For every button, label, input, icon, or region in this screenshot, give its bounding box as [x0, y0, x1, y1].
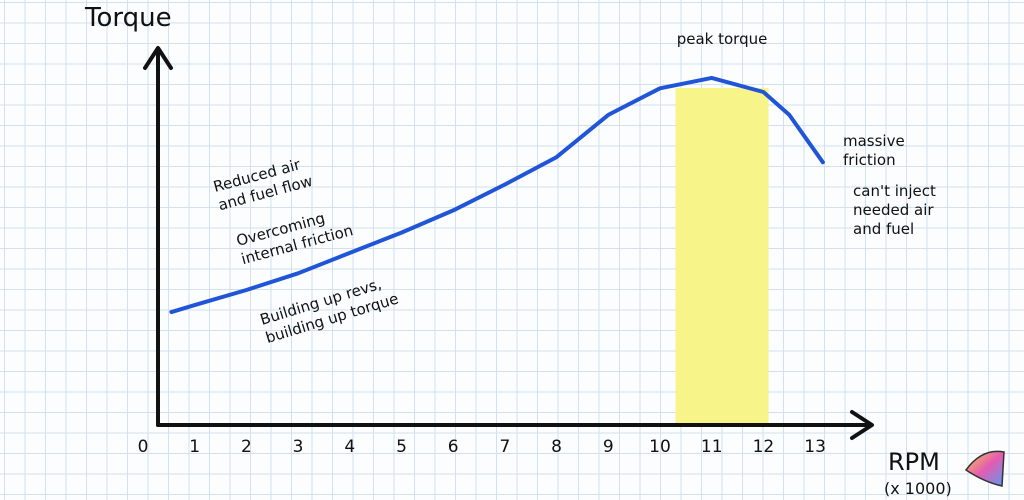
- x-tick-label: 1: [189, 437, 200, 457]
- annotation-line: needed air: [853, 201, 934, 219]
- x-tick-label: 13: [804, 437, 826, 457]
- annotation-line: and fuel: [853, 220, 914, 238]
- x-tick-label: 6: [448, 437, 459, 457]
- peak-band: [675, 88, 769, 425]
- x-tick-label: 9: [603, 437, 614, 457]
- annotation-line: friction: [843, 151, 896, 169]
- x-axis-arrow: [850, 410, 874, 440]
- logo: [964, 450, 1005, 487]
- x-tick-label: 2: [241, 437, 252, 457]
- y-axis-label: Torque: [84, 3, 172, 33]
- x-axis-label: RPM: [888, 448, 940, 476]
- x-tick-label: 11: [701, 437, 723, 457]
- x-tick-label: 8: [551, 437, 562, 457]
- torque-curve: [169, 75, 825, 315]
- x-tick-label: 5: [396, 437, 407, 457]
- x-tick-label: 7: [499, 437, 510, 457]
- annotation-line: can't inject: [853, 182, 936, 200]
- annotation: Building up revs,building up torque: [258, 275, 401, 347]
- band-label: peak torque: [677, 30, 768, 48]
- annotation-line: massive: [843, 132, 905, 150]
- x-tick-label: 4: [344, 437, 355, 457]
- x-tick-label: 3: [293, 437, 304, 457]
- x-tick-label: 0: [138, 437, 149, 457]
- y-axis-arrow: [143, 46, 173, 70]
- x-axis-unit: (x 1000): [884, 479, 952, 498]
- x-tick-label: 10: [649, 437, 671, 457]
- x-tick-label: 12: [753, 437, 775, 457]
